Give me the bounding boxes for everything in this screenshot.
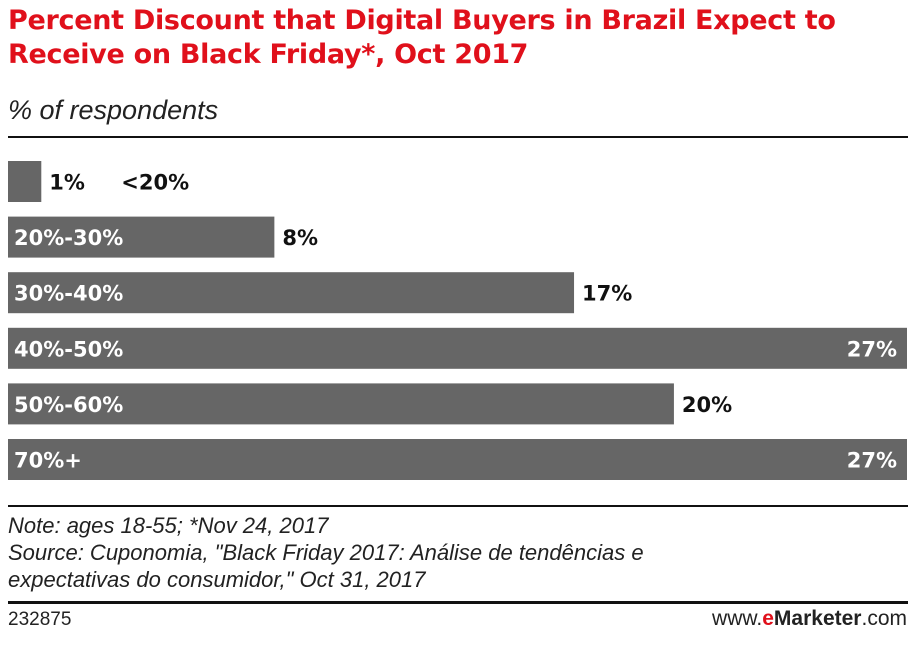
bar-chart: 1% <20% 8% 20%-30% 17% 30%-40% 27% 40%-50% 20% 50…	[8, 161, 907, 480]
source-text-line-2: expectativas do consumidor," Oct 31, 201…	[8, 567, 426, 592]
category-label: 40%-50%	[14, 337, 123, 361]
chart-subtitle: % of respondents	[8, 95, 219, 125]
bar	[8, 439, 907, 480]
source-text-line-1: Source: Cuponomia, "Black Friday 2017: A…	[8, 540, 644, 565]
bar	[8, 327, 907, 369]
brand-name: Marketer	[773, 607, 862, 630]
brand-prefix: www.	[712, 607, 763, 630]
bar	[8, 161, 42, 202]
value-label: 1%	[49, 171, 85, 195]
value-label: 17%	[582, 282, 632, 306]
bar	[8, 216, 275, 258]
brand-e: e	[762, 607, 774, 630]
brand-suffix: .com	[861, 607, 907, 630]
notes-divider	[8, 505, 908, 507]
bar	[8, 272, 575, 314]
value-label: 8%	[282, 226, 318, 250]
category-label: <20%	[121, 171, 189, 195]
category-label: 20%-30%	[14, 226, 123, 250]
note-text: Note: ages 18-55; *Nov 24, 2017	[8, 513, 329, 538]
category-label: 50%-60%	[14, 393, 123, 417]
chart-title: Percent Discount that Digital Buyers in …	[8, 5, 836, 70]
bar	[8, 383, 674, 425]
emarketer-logo[interactable]: www.eMarketer.com	[712, 607, 907, 631]
category-label: 70%+	[14, 449, 82, 473]
notes-block: Note: ages 18-55; *Nov 24, 2017 Source: …	[8, 512, 908, 593]
chart-id: 232875	[8, 609, 72, 630]
category-label: 30%-40%	[14, 282, 123, 306]
top-divider	[8, 136, 908, 138]
value-label: 20%	[682, 393, 732, 417]
footer-divider	[8, 601, 908, 604]
value-label: 27%	[847, 337, 897, 361]
value-label: 27%	[847, 449, 897, 473]
